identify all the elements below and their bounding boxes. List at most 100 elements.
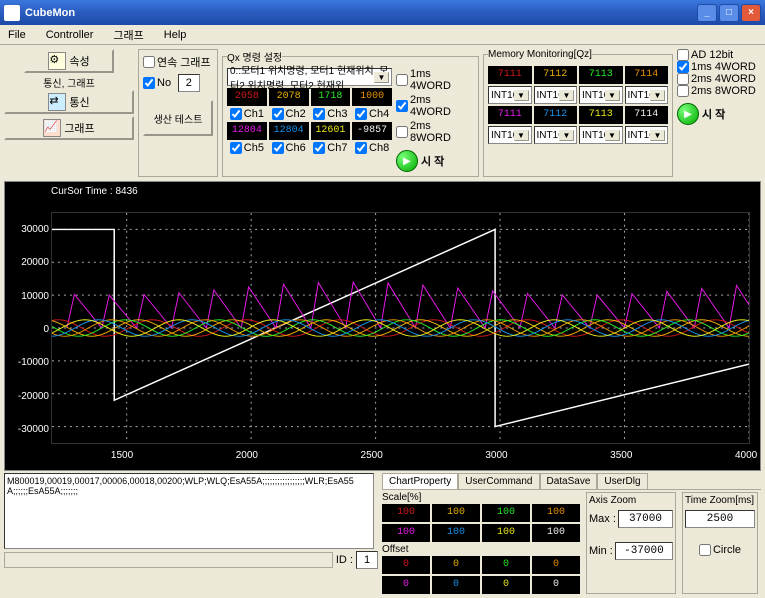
ad-1ms-4word[interactable]: 1ms 4WORD	[677, 61, 761, 73]
comm-graph-label: 통신, 그래프	[4, 75, 134, 90]
y-tick: 10000	[9, 291, 49, 302]
mem-int1-3[interactable]: INT16	[625, 86, 669, 104]
offset1-1[interactable]: 0	[432, 556, 480, 574]
qx-chk-ch6[interactable]: Ch6	[269, 142, 309, 154]
circle-check[interactable]: Circle	[685, 544, 755, 556]
mem-val2-3[interactable]: 7114	[625, 106, 669, 124]
app-icon	[4, 5, 20, 21]
graph-label: 그래프	[64, 120, 94, 136]
mem-start-label: 시 작	[702, 106, 725, 122]
mem-val1-0[interactable]: 7111	[488, 66, 532, 84]
menu-help[interactable]: Help	[160, 27, 191, 43]
mem-start-button[interactable]: ▶	[677, 103, 699, 125]
mem-int1-0[interactable]: INT16	[488, 86, 532, 104]
window-title: CubeMon	[25, 7, 697, 19]
scale-label: Scale[%]	[382, 492, 580, 503]
qx-val2-3[interactable]: -9857	[352, 122, 392, 140]
memory-panel: Memory Monitoring[Qz] 7111711271137114 I…	[483, 49, 673, 177]
mem-int2-3[interactable]: INT16	[625, 126, 669, 144]
offset1-2[interactable]: 0	[482, 556, 530, 574]
scale1-2[interactable]: 100	[482, 504, 530, 522]
qx-chk-ch3[interactable]: Ch3	[311, 108, 351, 120]
ad-12bit[interactable]: AD 12bit	[677, 49, 761, 61]
menu-graph[interactable]: 그래프	[109, 25, 147, 45]
tab-chart-property[interactable]: ChartProperty	[382, 473, 458, 489]
x-tick: 3000	[485, 450, 507, 461]
left-toolbar: ⚙ 속성 통신, 그래프 ⇄ 통신 📈 그래프	[4, 49, 134, 177]
scale2-1[interactable]: 100	[432, 524, 480, 542]
scale1-3[interactable]: 100	[532, 504, 580, 522]
mem-int1-2[interactable]: INT16	[579, 86, 623, 104]
mem-int2-1[interactable]: INT16	[534, 126, 578, 144]
qx-chk-ch8[interactable]: Ch8	[352, 142, 392, 154]
status-bar	[4, 552, 333, 568]
mem-val1-3[interactable]: 7114	[625, 66, 669, 84]
scale2-2[interactable]: 100	[482, 524, 530, 542]
properties-button[interactable]: ⚙ 속성	[24, 49, 114, 73]
qx-val2-0[interactable]: 12804	[227, 122, 267, 140]
prod-test-button[interactable]: 생산 테스트	[143, 100, 213, 136]
menu-controller[interactable]: Controller	[42, 27, 98, 43]
mem-int1-1[interactable]: INT16	[534, 86, 578, 104]
scale-offset-group: Scale[%] 100100100100 100100100100 Offse…	[382, 492, 580, 594]
minimize-button[interactable]: _	[697, 4, 717, 22]
graph-button[interactable]: 📈 그래프	[4, 116, 134, 140]
qx-chk-ch5[interactable]: Ch5	[227, 142, 267, 154]
no-value[interactable]: 2	[178, 74, 200, 92]
menu-bar: File Controller 그래프 Help	[0, 25, 765, 45]
message-box[interactable]: M800019,00019,00017,00006,00018,00200;WL…	[4, 473, 374, 549]
no-check[interactable]: No 2	[143, 74, 213, 92]
offset2-2[interactable]: 0	[482, 576, 530, 594]
qx-start-button[interactable]: ▶	[396, 150, 418, 172]
mem-int2-0[interactable]: INT16	[488, 126, 532, 144]
id-value[interactable]: 1	[356, 551, 378, 569]
qx-chk-ch4[interactable]: Ch4	[352, 108, 392, 120]
offset2-1[interactable]: 0	[432, 576, 480, 594]
offset2-0[interactable]: 0	[382, 576, 430, 594]
qx-1ms-4word[interactable]: 1ms 4WORD	[396, 68, 474, 92]
offset1-0[interactable]: 0	[382, 556, 430, 574]
qx-2ms-8word[interactable]: 2ms 8WORD	[396, 120, 474, 144]
y-tick: 20000	[9, 257, 49, 268]
maximize-button[interactable]: □	[719, 4, 739, 22]
ad-2ms-4word[interactable]: 2ms 4WORD	[677, 73, 761, 85]
scale1-0[interactable]: 100	[382, 504, 430, 522]
comm-button[interactable]: ⇄ 통신	[4, 90, 134, 114]
qx-val2-2[interactable]: 12601	[311, 122, 351, 140]
axis-zoom-max[interactable]: 37000	[618, 510, 673, 528]
scale2-3[interactable]: 100	[532, 524, 580, 542]
offset1-3[interactable]: 0	[532, 556, 580, 574]
mem-int2-2[interactable]: INT16	[579, 126, 623, 144]
signal-chart[interactable]: CurSor Time : 8436 3000020000100000-1000…	[4, 181, 761, 471]
scale2-0[interactable]: 100	[382, 524, 430, 542]
scale1-1[interactable]: 100	[432, 504, 480, 522]
y-tick: 30000	[9, 224, 49, 235]
mem-val2-1[interactable]: 7112	[534, 106, 578, 124]
time-zoom-group: Time Zoom[ms] 2500 Circle	[682, 492, 758, 594]
axis-zoom-group: Axis Zoom Max :37000 Min :-37000	[586, 492, 676, 594]
close-button[interactable]: ×	[741, 4, 761, 22]
qx-val2-1[interactable]: 12804	[269, 122, 309, 140]
cont-graph-panel: 연속 그래프 No 2 생산 테스트	[138, 49, 218, 177]
offset2-3[interactable]: 0	[532, 576, 580, 594]
axis-zoom-min[interactable]: -37000	[615, 542, 673, 560]
mem-val2-2[interactable]: 7113	[579, 106, 623, 124]
qx-chk-ch1[interactable]: Ch1	[227, 108, 267, 120]
offset-label: Offset	[382, 544, 580, 555]
mem-val1-1[interactable]: 7112	[534, 66, 578, 84]
qx-chk-ch7[interactable]: Ch7	[311, 142, 351, 154]
tab-user-dlg[interactable]: UserDlg	[597, 473, 647, 489]
time-zoom-value[interactable]: 2500	[685, 510, 755, 528]
qx-dropdown[interactable]: 0::모터1 위치명령, 모터1 현재위치, 모터2 위치명령, 모터2 현재위…	[227, 68, 392, 86]
menu-file[interactable]: File	[4, 27, 30, 43]
qx-chk-ch2[interactable]: Ch2	[269, 108, 309, 120]
tab-data-save[interactable]: DataSave	[540, 473, 598, 489]
mem-val2-0[interactable]: 7111	[488, 106, 532, 124]
ad-2ms-8word[interactable]: 2ms 8WORD	[677, 85, 761, 97]
cont-graph-check[interactable]: 연속 그래프	[143, 54, 213, 70]
mem-val1-2[interactable]: 7113	[579, 66, 623, 84]
cursor-time-label: CurSor Time : 8436	[51, 186, 138, 197]
qx-2ms-4word[interactable]: 2ms 4WORD	[396, 94, 474, 118]
axis-zoom-label: Axis Zoom	[589, 495, 673, 506]
tab-user-command[interactable]: UserCommand	[458, 473, 539, 489]
